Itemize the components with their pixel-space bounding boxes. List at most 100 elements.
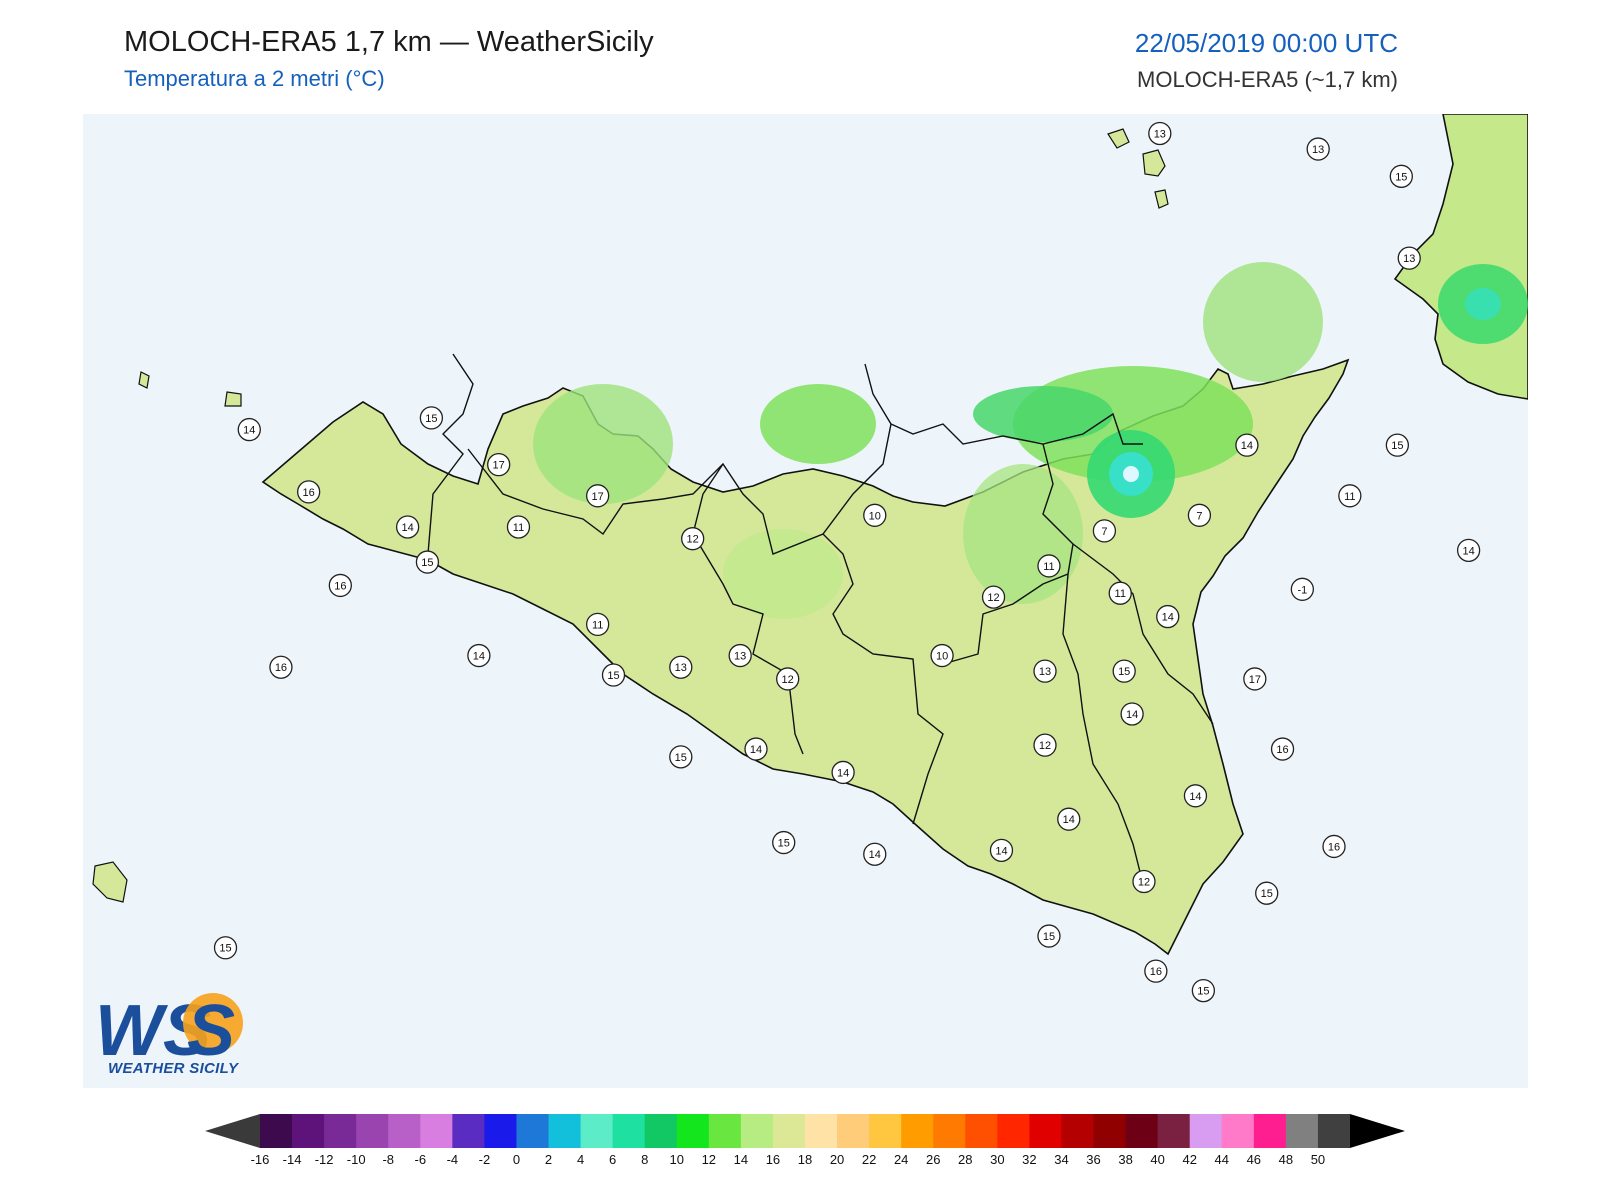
station-value: 16 — [275, 662, 287, 674]
colorbar-min-extend — [205, 1114, 260, 1148]
station-marker: 13 — [1306, 137, 1330, 161]
station-marker: 14 — [744, 737, 768, 761]
station-value: 15 — [1391, 440, 1403, 452]
colorbar-swatch — [260, 1114, 293, 1148]
station-marker: 15 — [1191, 978, 1216, 1003]
station-marker: 7 — [1187, 503, 1212, 527]
colorbar-swatch — [1125, 1114, 1159, 1148]
map-subtitle: Temperatura a 2 metri (°C) — [124, 66, 385, 91]
station-marker: -1 — [1290, 577, 1314, 601]
station-value: 16 — [1328, 841, 1340, 853]
station-value: 15 — [425, 413, 437, 425]
station-marker: 14 — [989, 838, 1014, 862]
model-label: MOLOCH-ERA5 (~1,7 km) — [1137, 67, 1398, 92]
lipari-island — [1142, 149, 1166, 177]
station-value: 12 — [782, 674, 794, 686]
station-marker: 11 — [1037, 554, 1061, 578]
colorbar-max-extend — [1350, 1114, 1405, 1148]
station-marker: 11 — [586, 612, 610, 637]
colorbar-swatch — [356, 1114, 389, 1148]
station-value: 13 — [1403, 253, 1415, 265]
station-marker: 17 — [487, 452, 511, 477]
colorbar-tick: 32 — [1022, 1152, 1036, 1167]
favignana-island — [224, 391, 242, 407]
colorbar-tick: 30 — [990, 1152, 1004, 1167]
colorbar-swatch — [805, 1114, 838, 1148]
station-marker: 16 — [1144, 959, 1168, 983]
station-value: 11 — [513, 522, 524, 534]
station-marker: 15 — [1037, 924, 1061, 948]
station-marker: 10 — [863, 503, 887, 527]
colorbar-tick: 4 — [577, 1152, 584, 1167]
station-value: 13 — [734, 651, 746, 663]
station-marker: 12 — [681, 527, 705, 551]
colorbar-tick: -8 — [382, 1152, 394, 1167]
colorbar-tick: 22 — [862, 1152, 876, 1167]
colorbar-swatch — [1253, 1114, 1287, 1148]
station-marker: 14 — [863, 842, 887, 866]
colorbar-tick: -6 — [415, 1152, 427, 1167]
colorbar-swatch — [388, 1114, 421, 1148]
colorbar-swatch — [612, 1114, 646, 1148]
station-marker: 13 — [669, 655, 693, 679]
colorbar-swatch — [1221, 1114, 1255, 1148]
station-value: 14 — [1162, 612, 1174, 624]
temperature-map[interactable]: 13 13 15 13 14 15 16 14 17 17 11 12 10 7 7 14 15 11 11 14 -1… — [83, 114, 1528, 1088]
station-value: 15 — [421, 557, 433, 569]
colorbar-tick: 46 — [1247, 1152, 1261, 1167]
colorbar-swatch — [901, 1114, 934, 1148]
station-marker: 13 — [1033, 659, 1057, 683]
station-marker: 16 — [1322, 834, 1346, 859]
vulcano-island — [1154, 189, 1169, 209]
colorbar-tick: 44 — [1215, 1152, 1229, 1167]
station-value: 15 — [1261, 888, 1273, 900]
colorbar-swatch — [676, 1114, 710, 1148]
station-marker: 12 — [981, 585, 1006, 609]
colorbar-tick: 28 — [958, 1152, 972, 1167]
colorbar-tick: -16 — [251, 1152, 270, 1167]
station-marker: 14 — [1120, 702, 1144, 726]
station-marker: 14 — [1057, 807, 1081, 831]
station-marker: 17 — [1243, 667, 1267, 691]
colorbar-swatch — [1285, 1114, 1319, 1148]
colorbar-tick: -10 — [347, 1152, 366, 1167]
colorbar-tick: 16 — [766, 1152, 780, 1167]
colorbar-tick: 26 — [926, 1152, 940, 1167]
colorbar-swatch — [644, 1114, 678, 1148]
station-value: 14 — [750, 744, 762, 756]
colorbar-tick: 38 — [1118, 1152, 1132, 1167]
station-value: 16 — [1150, 966, 1162, 978]
station-marker: 15 — [1385, 433, 1410, 457]
colorbar-swatch — [1061, 1114, 1095, 1148]
station-value: 13 — [1312, 144, 1324, 156]
station-value: 15 — [778, 838, 790, 850]
station-value: 15 — [1118, 666, 1130, 678]
station-marker: 10 — [930, 643, 954, 668]
station-value: 7 — [1196, 510, 1202, 522]
station-marker: 13 — [728, 643, 752, 668]
colorbar-tick: -4 — [447, 1152, 459, 1167]
colorbar-tick: 18 — [798, 1152, 812, 1167]
colorbar-swatch — [452, 1114, 485, 1148]
station-value: 15 — [219, 943, 231, 955]
colorbar-tick: 50 — [1311, 1152, 1325, 1167]
station-value: 12 — [987, 592, 999, 604]
station-marker: 11 — [1338, 484, 1362, 508]
station-value: 14 — [1189, 791, 1201, 803]
station-marker: 14 — [237, 417, 261, 442]
station-marker: 14 — [1235, 433, 1259, 457]
station-marker: 14 — [467, 643, 491, 668]
station-value: 10 — [936, 651, 948, 663]
station-marker: 14 — [1156, 604, 1180, 629]
colorbar-swatch — [548, 1114, 582, 1148]
marettimo-island — [138, 371, 150, 389]
colorbar-swatch — [772, 1114, 806, 1148]
svg-text:S: S — [187, 991, 235, 1071]
colorbar-swatch — [740, 1114, 774, 1148]
station-value: 15 — [1197, 986, 1209, 998]
weathersicily-logo: WS S — [95, 991, 243, 1071]
colorbar-tick: 42 — [1182, 1152, 1196, 1167]
station-marker: 17 — [586, 484, 610, 508]
colorbar-tick: 20 — [830, 1152, 844, 1167]
salina-island — [1107, 128, 1130, 149]
